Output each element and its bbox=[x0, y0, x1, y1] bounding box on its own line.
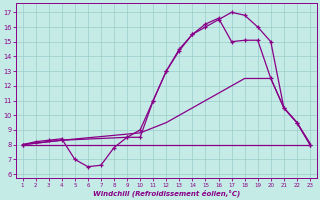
X-axis label: Windchill (Refroidissement éolien,°C): Windchill (Refroidissement éolien,°C) bbox=[93, 189, 240, 197]
